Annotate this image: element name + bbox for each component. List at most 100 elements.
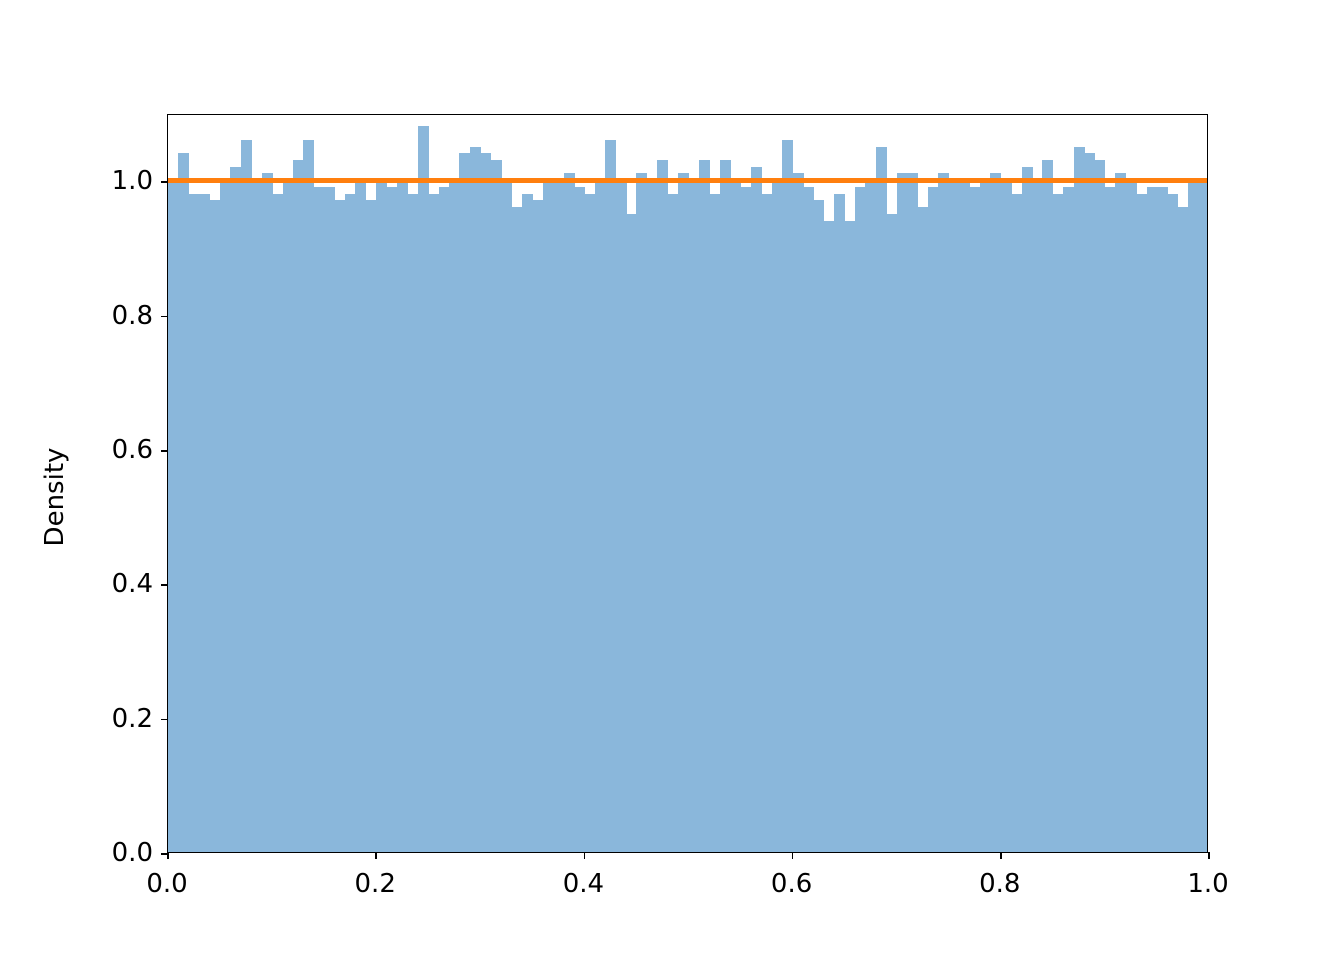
y-tick-mark [161, 450, 168, 452]
histogram-bar [511, 207, 523, 852]
histogram-bar [220, 180, 232, 852]
histogram-bar [917, 207, 929, 852]
histogram-bar [907, 173, 919, 852]
x-tick-label: 0.4 [562, 869, 605, 899]
y-tick-mark [161, 181, 168, 183]
histogram-bar [927, 186, 939, 852]
histogram-bar [438, 186, 450, 852]
histogram-bar [251, 180, 263, 852]
histogram-bar [324, 186, 336, 852]
x-tick-label: 0.6 [770, 869, 813, 899]
histogram-bar [417, 126, 429, 852]
histogram-bar [1021, 166, 1033, 852]
y-tick-label: 0.0 [111, 838, 153, 868]
histogram-bar [1052, 193, 1064, 852]
histogram-bar [334, 200, 346, 852]
histogram-bar [344, 193, 356, 852]
x-tick-mark [375, 852, 377, 859]
x-tick-mark [167, 852, 169, 859]
histogram-bar [782, 139, 794, 852]
histogram-bar [1125, 180, 1137, 852]
histogram-bar [501, 180, 513, 852]
histogram-bar [605, 139, 617, 852]
histogram-bar [719, 160, 731, 852]
histogram-bar [1115, 173, 1127, 852]
y-axis-label: Density [40, 447, 70, 547]
x-tick-mark [1000, 852, 1002, 859]
histogram-bar [584, 193, 596, 852]
x-tick-label: 0.0 [146, 869, 188, 899]
histogram-bar [199, 193, 211, 852]
histogram-bar [553, 180, 565, 852]
y-tick-mark [161, 584, 168, 587]
histogram-bar [813, 200, 825, 852]
histogram-bar [428, 193, 440, 852]
histogram-bar [730, 180, 742, 852]
histogram-bar [168, 180, 179, 852]
y-tick-mark [161, 718, 168, 721]
histogram-bar [1063, 186, 1075, 852]
histogram-bar [532, 200, 544, 852]
histogram-bar [292, 160, 304, 852]
histogram-bar [1136, 193, 1148, 852]
histogram-bar [449, 180, 461, 852]
histogram-bar [1198, 180, 1207, 852]
histogram-bar [1146, 186, 1158, 852]
histogram-bar [1094, 160, 1106, 852]
histogram-bar [771, 180, 783, 852]
histogram-bar [1084, 153, 1096, 852]
histogram-bar [282, 180, 294, 852]
plot-axes [161, 114, 1210, 859]
histogram-bar [688, 180, 700, 852]
histogram-bar [792, 173, 804, 852]
histogram-bar [678, 173, 690, 852]
histogram-bar [990, 173, 1002, 852]
y-tick-label: 0.8 [111, 300, 153, 331]
histogram-bar [834, 193, 846, 852]
histogram-bar [855, 186, 867, 852]
histogram-bar [240, 139, 252, 852]
y-tick-label: 0.6 [111, 434, 153, 465]
histogram-bar [563, 173, 575, 852]
y-tick-label: 0.4 [111, 569, 153, 600]
y-tick-label: 0.2 [111, 703, 153, 734]
histogram-bar [209, 200, 221, 852]
histogram-bar [521, 193, 533, 852]
histogram-bar [750, 166, 762, 852]
histogram-bar [469, 146, 481, 852]
histogram-bar [1032, 180, 1044, 852]
x-tick-mark [583, 852, 586, 859]
histogram-bar [636, 173, 648, 852]
histogram-bar [1042, 160, 1054, 852]
histogram-bar [594, 180, 606, 852]
histogram-bar [626, 213, 638, 852]
histogram-bar [1156, 186, 1168, 852]
histogram-bar [1177, 207, 1189, 852]
histogram-bar [365, 200, 377, 852]
y-tick-mark [161, 315, 168, 318]
histogram-bar [948, 180, 960, 852]
histogram-bar [1104, 186, 1116, 852]
histogram-bar [178, 153, 190, 852]
histogram-bar [230, 166, 242, 852]
x-tick-label: 1.0 [1187, 869, 1229, 899]
histogram-bar [1000, 180, 1012, 852]
histogram-bar [875, 146, 887, 852]
x-tick-label: 0.2 [354, 869, 396, 899]
x-tick-label: 0.8 [979, 869, 1021, 899]
histogram-bar [657, 160, 669, 852]
histogram-bar [490, 160, 502, 852]
histogram-bar [355, 180, 367, 852]
histogram-bar [480, 153, 492, 852]
x-tick-mark [791, 852, 794, 859]
histogram-bar [407, 193, 419, 852]
histogram-bar [646, 180, 658, 852]
histogram-bar [698, 160, 710, 852]
y-tick-mark [161, 853, 168, 855]
histogram-bar [459, 153, 471, 852]
histogram-bar [1073, 146, 1085, 852]
histogram-bar [1011, 193, 1023, 852]
histogram-bar [896, 173, 908, 852]
histogram-bar [959, 180, 971, 852]
